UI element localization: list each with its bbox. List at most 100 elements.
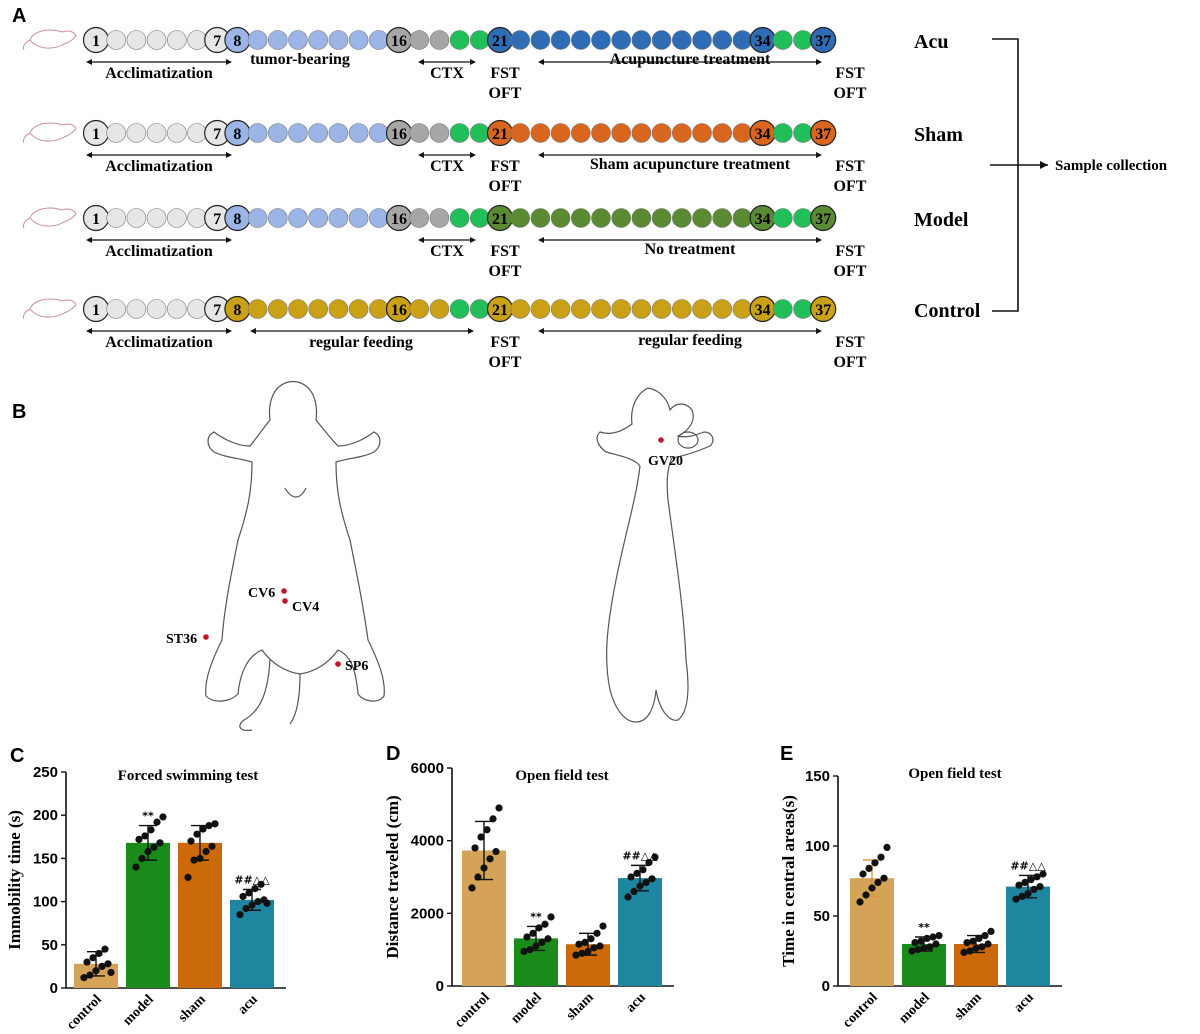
- day-marker: [810, 295, 837, 323]
- day-marker: [469, 299, 490, 319]
- day-number: 21: [492, 211, 508, 228]
- day-marker: [368, 208, 389, 228]
- day-marker: [611, 30, 632, 50]
- oft-label: OFT: [489, 354, 522, 371]
- acclimatization-arrow-head-left: [86, 237, 92, 243]
- day-marker: [469, 30, 490, 50]
- day-number: 8: [233, 302, 241, 319]
- day-number: 7: [213, 302, 221, 319]
- ctx-arrow-head-left: [418, 59, 424, 65]
- data-point: [1036, 883, 1044, 891]
- day-marker: [247, 299, 268, 319]
- day-marker: [348, 299, 369, 319]
- day-marker: [267, 208, 288, 228]
- data-point: [95, 949, 103, 958]
- day-marker: [308, 299, 329, 319]
- day-marker: [712, 30, 733, 50]
- day-marker: [591, 208, 611, 228]
- day-marker: [631, 123, 652, 143]
- day-marker: [692, 208, 712, 228]
- treatment-label: Sham acupuncture treatment: [590, 156, 791, 173]
- day-marker: [187, 123, 207, 143]
- data-point: [520, 947, 528, 956]
- data-point: [624, 893, 632, 901]
- day-marker: [692, 30, 712, 50]
- day-marker: [187, 208, 207, 228]
- data-point: [1018, 892, 1026, 901]
- day-marker: [570, 208, 591, 228]
- data-point: [630, 887, 638, 896]
- day-marker: [368, 30, 389, 50]
- day-number: 37: [815, 211, 831, 228]
- day-marker: [692, 123, 712, 143]
- y-tick-label: 100: [805, 838, 830, 855]
- day-marker: [671, 208, 692, 228]
- day-marker: [409, 208, 430, 228]
- significance-label: ##△△: [1010, 859, 1046, 872]
- data-point: [468, 884, 476, 892]
- day-marker: [810, 119, 837, 147]
- x-tick-label: sham: [564, 990, 597, 1023]
- data-point: [972, 944, 980, 952]
- day-marker: [510, 30, 531, 50]
- data-point: [981, 932, 989, 940]
- day-marker: [530, 30, 551, 50]
- mouse-icon: [23, 29, 77, 51]
- data-point: [1012, 895, 1020, 903]
- treatment-arrow-head-right: [816, 328, 822, 334]
- data-point: [193, 830, 201, 838]
- data-point: [633, 869, 641, 877]
- y-axis-label: Immobility time (s): [5, 810, 24, 950]
- day-marker: [409, 123, 430, 143]
- data-point: [208, 842, 216, 850]
- data-point: [1030, 885, 1038, 894]
- y-axis-label: Distance traveled (cm): [383, 795, 402, 958]
- ctx-arrow: [418, 237, 476, 243]
- treatment-arrow-head-right: [816, 59, 822, 65]
- data-point: [969, 937, 977, 945]
- data-point: [159, 813, 167, 821]
- data-point: [492, 847, 500, 856]
- panel-c-d-e-charts: C Forced swimming test Immobility time (s)…: [5, 743, 1062, 1033]
- data-point: [966, 947, 974, 955]
- data-point: [917, 937, 925, 945]
- bar-acu: [230, 899, 274, 988]
- data-point: [544, 935, 552, 943]
- day-marker: [368, 299, 389, 319]
- fst-label: FST: [490, 334, 520, 351]
- data-point: [584, 947, 592, 956]
- timeline-rows: 1 7 8 16 21 34 37 AcuAcclimatizationtumor-beari…: [23, 26, 981, 371]
- ctx-arrow-head-right: [470, 59, 476, 65]
- mouse-icon: [23, 298, 77, 320]
- data-point: [587, 935, 595, 943]
- day-number: 34: [755, 33, 771, 50]
- day-marker: [288, 123, 308, 143]
- data-point: [862, 891, 870, 899]
- panel-a-timeline: A 1 7 8 16 21 34 37 AcuAcclimatizationtumor-bea…: [12, 5, 1168, 371]
- data-point: [211, 820, 219, 828]
- ventral-mouse-drawing: [205, 380, 385, 731]
- data-point: [101, 945, 109, 953]
- data-point: [541, 920, 549, 928]
- treatment-arrow: [538, 237, 822, 243]
- x-tick-label: acu: [623, 990, 649, 1016]
- day-marker: [146, 299, 167, 319]
- data-point: [471, 844, 479, 852]
- day-marker: [550, 123, 571, 143]
- day-marker: [810, 204, 837, 232]
- fst-label: FST: [490, 65, 520, 82]
- data-point: [987, 927, 995, 936]
- acclimatization-arrow-head-right: [226, 59, 232, 65]
- day-marker: [348, 208, 369, 228]
- oft-label: OFT: [489, 178, 522, 195]
- data-point: [199, 825, 207, 833]
- day-marker: [732, 123, 753, 143]
- day-marker: [288, 208, 308, 228]
- day-marker: [550, 30, 571, 50]
- day-marker: [793, 30, 813, 50]
- group-label: Sham: [914, 124, 963, 146]
- data-point: [868, 884, 876, 892]
- day-marker: [591, 30, 611, 50]
- ctx-arrow-head-right: [470, 152, 476, 158]
- fst-label: FST: [490, 158, 520, 175]
